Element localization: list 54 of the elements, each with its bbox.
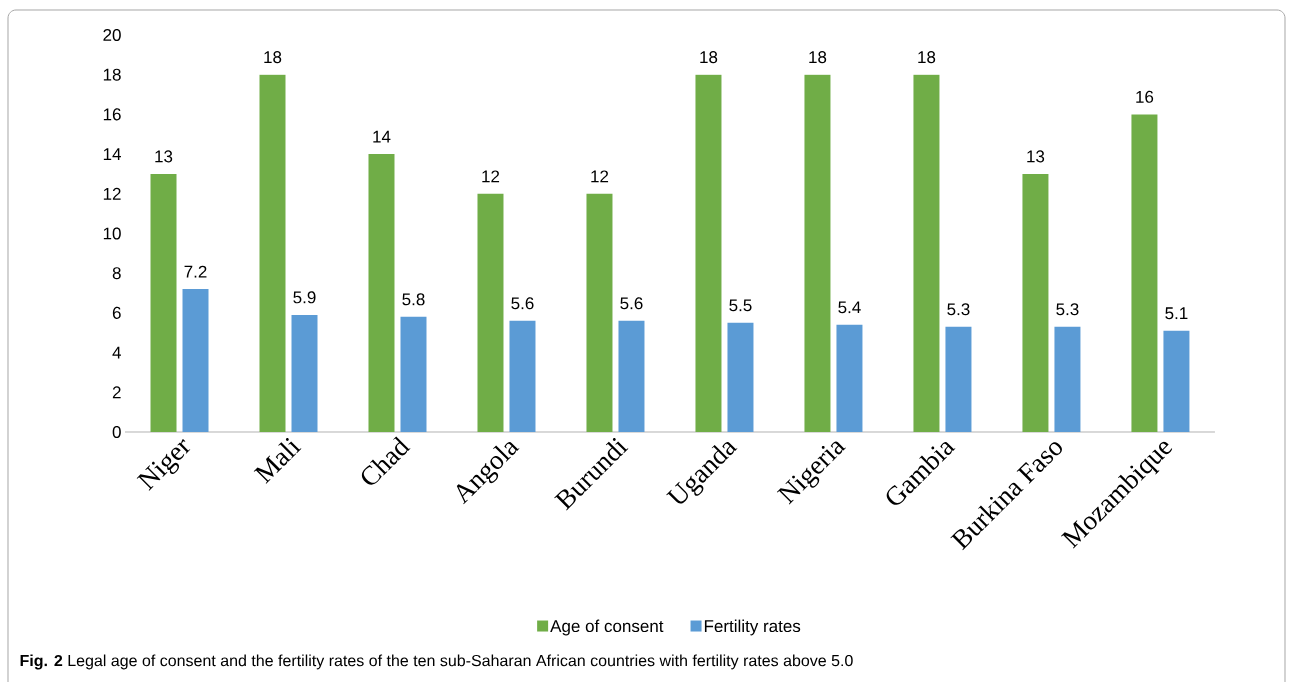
bar xyxy=(1054,326,1081,432)
data-label: 5.5 xyxy=(729,299,752,312)
y-tick-label: 12 xyxy=(103,187,121,200)
text: Fig. 2 Legal age of consent and the fertility rates of the ten sub-Saharan African countries with fertility rates above 5.0 xyxy=(20,654,853,670)
data-label: 5.4 xyxy=(838,301,861,314)
bar xyxy=(727,322,754,432)
y-tick-label: 0 xyxy=(112,425,121,439)
data-label: 5.3 xyxy=(1056,303,1079,316)
bar xyxy=(1163,330,1190,432)
data-label: 18 xyxy=(264,51,282,64)
bar xyxy=(477,193,504,432)
data-label: 18 xyxy=(700,51,718,64)
data-label: 13 xyxy=(1027,150,1045,163)
y-tick-label: 18 xyxy=(103,68,121,81)
y-tick-label: 10 xyxy=(103,227,121,240)
bar xyxy=(291,314,318,432)
data-label: 5.1 xyxy=(1165,307,1188,320)
bar xyxy=(400,316,427,432)
data-label: 12 xyxy=(591,170,609,183)
bar xyxy=(913,74,940,432)
data-label: 5.8 xyxy=(402,293,425,306)
y-tick-label: 14 xyxy=(103,148,121,160)
bar xyxy=(836,324,863,432)
data-label: 13 xyxy=(155,150,173,163)
bar xyxy=(586,193,613,432)
legend-label: Fertility rates xyxy=(704,619,801,636)
bar xyxy=(695,74,722,432)
bar xyxy=(945,326,972,432)
data-label: 18 xyxy=(918,51,936,64)
data-label: 7.2 xyxy=(184,265,207,278)
y-tick-label: 6 xyxy=(112,306,121,319)
bar xyxy=(1131,114,1158,432)
y-tick-label: 20 xyxy=(103,28,121,42)
data-label: 16 xyxy=(1136,90,1154,103)
bar xyxy=(150,173,177,432)
y-tick-label: 2 xyxy=(112,386,121,399)
data-label: 12 xyxy=(482,170,500,183)
bar xyxy=(509,320,536,432)
data-label: 5.3 xyxy=(947,303,970,316)
y-tick-label: 4 xyxy=(112,346,121,359)
bar xyxy=(182,289,209,432)
bar xyxy=(1022,173,1049,432)
bar xyxy=(368,154,395,432)
data-label: 18 xyxy=(809,51,827,64)
y-tick-label: 16 xyxy=(103,108,121,121)
y-tick-label: 8 xyxy=(112,267,121,280)
data-label: 5.6 xyxy=(511,297,534,310)
data-label: 14 xyxy=(373,130,391,143)
bar xyxy=(804,74,831,432)
bar xyxy=(259,74,286,432)
data-label: 5.6 xyxy=(620,297,643,310)
data-label: 5.9 xyxy=(293,291,316,304)
legend-label: Age of consent xyxy=(550,619,664,636)
bar xyxy=(618,320,645,432)
